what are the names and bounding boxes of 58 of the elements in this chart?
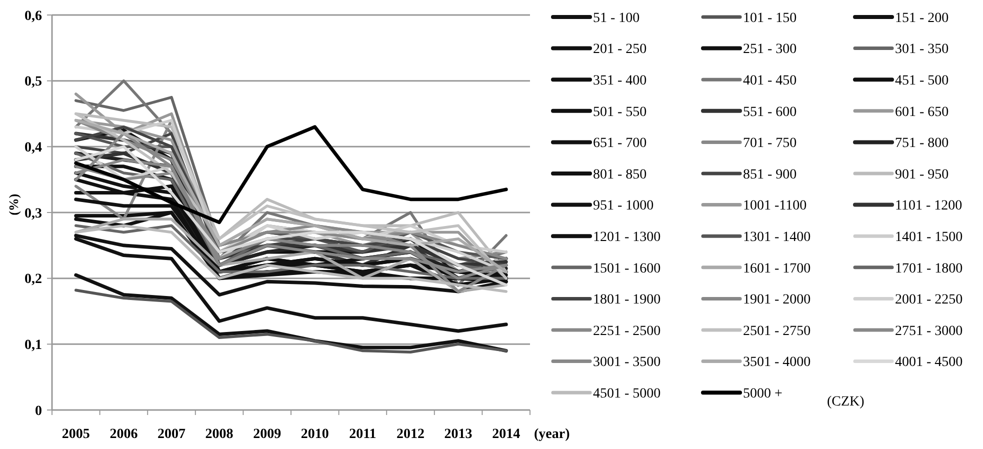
- x-tick-label: 2010: [300, 427, 329, 442]
- legend-label: 701 - 750: [743, 136, 797, 152]
- y-tick-label: 0: [35, 404, 42, 419]
- legend-label: 2751 - 3000: [895, 324, 963, 339]
- y-tick-label: 0,1: [24, 338, 42, 354]
- legend-label: 1301 - 1400: [743, 230, 811, 245]
- legend-label: 351 - 400: [593, 74, 647, 88]
- legend-label: 451 - 500: [895, 74, 949, 88]
- legend-label: 801 - 850: [593, 167, 647, 182]
- legend-label: 501 - 550: [593, 104, 647, 120]
- legend-label: 1001 -1100: [743, 198, 807, 214]
- x-tick-label: 2009: [253, 427, 282, 442]
- legend-label: 751 - 800: [895, 136, 949, 152]
- legend-label: 1901 - 2000: [743, 292, 811, 308]
- x-tick-label: 2012: [396, 427, 424, 442]
- x-tick-label: 2006: [110, 427, 138, 442]
- legend-label: 151 - 200: [895, 10, 949, 26]
- legend-label: 901 - 950: [895, 167, 949, 182]
- legend-label: 1601 - 1700: [743, 261, 811, 276]
- y-tick-label: 0,3: [24, 206, 42, 222]
- legend-label: 2251 - 2500: [593, 324, 661, 339]
- y-tick-label: 0,4: [24, 140, 42, 156]
- legend-label: 2001 - 2250: [895, 292, 963, 308]
- legend-label: 51 - 100: [593, 10, 640, 26]
- legend-label: 4001 - 4500: [895, 355, 963, 370]
- legend-label: 3001 - 3500: [593, 355, 661, 370]
- legend-label: 1401 - 1500: [895, 230, 963, 245]
- legend-label: 1201 - 1300: [593, 230, 661, 245]
- y-tick-label: 0,2: [24, 272, 42, 288]
- legend-label: 601 - 650: [895, 104, 949, 120]
- legend-label: 201 - 250: [593, 42, 647, 58]
- legend-label: 5000 +: [743, 386, 782, 402]
- x-tick-label: 2014: [492, 427, 520, 442]
- y-tick-label: 0,5: [24, 74, 42, 90]
- y-tick-label: 0,6: [24, 8, 42, 24]
- legend-label: 401 - 450: [743, 74, 797, 88]
- legend-label: 651 - 700: [593, 136, 647, 152]
- x-tick-label: 2013: [444, 427, 472, 442]
- legend-label: 3501 - 4000: [743, 355, 811, 370]
- legend-title: (CZK): [827, 394, 865, 410]
- legend-label: 851 - 900: [743, 167, 797, 182]
- legend-label: 101 - 150: [743, 10, 797, 26]
- legend-label: 1501 - 1600: [593, 261, 661, 276]
- x-axis-title: (year): [534, 427, 570, 442]
- legend-label: 1701 - 1800: [895, 261, 963, 276]
- x-tick-label: 2011: [349, 427, 376, 442]
- x-tick-label: 2008: [205, 427, 234, 442]
- y-axis-title: (%): [6, 194, 21, 216]
- legend-label: 1101 - 1200: [895, 198, 962, 214]
- legend-label: 4501 - 5000: [593, 386, 661, 402]
- legend-label: 251 - 300: [743, 42, 797, 58]
- legend-label: 551 - 600: [743, 104, 797, 120]
- x-tick-label: 2007: [158, 427, 186, 442]
- legend-label: 1801 - 1900: [593, 292, 661, 308]
- legend-label: 301 - 350: [895, 42, 949, 58]
- legend-label: 951 - 1000: [593, 198, 654, 214]
- x-tick-label: 2005: [62, 427, 90, 442]
- legend-label: 2501 - 2750: [743, 324, 811, 339]
